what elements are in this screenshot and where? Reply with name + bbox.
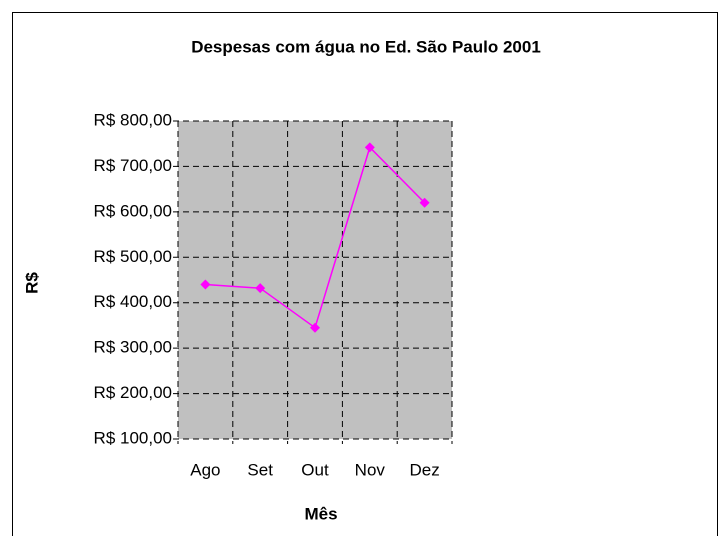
y-tick-label: R$ 500,00 [94,247,172,266]
y-tick-label: R$ 600,00 [94,201,172,220]
chart-title: Despesas com água no Ed. São Paulo 2001 [191,37,541,56]
y-tick-label: R$ 400,00 [94,292,172,311]
x-tick-label: Out [301,460,329,479]
y-tick-label: R$ 200,00 [94,383,172,402]
x-tick-label: Set [247,460,273,479]
x-tick-label: Dez [409,460,439,479]
x-tick-label: Nov [355,460,386,479]
y-tick-label: R$ 700,00 [94,156,172,175]
data-marker [419,197,430,208]
y-tick-label: R$ 800,00 [94,110,172,129]
data-marker [364,142,375,153]
plot-area [178,121,452,439]
x-axis-label: Mês [304,504,337,523]
y-axis-label: R$ [22,272,41,294]
data-marker [310,322,320,333]
x-tick-label: Ago [190,460,220,479]
y-tick-label: R$ 300,00 [94,338,172,357]
y-tick-label: R$ 100,00 [94,428,172,447]
data-marker [200,279,211,290]
data-marker [255,283,266,294]
